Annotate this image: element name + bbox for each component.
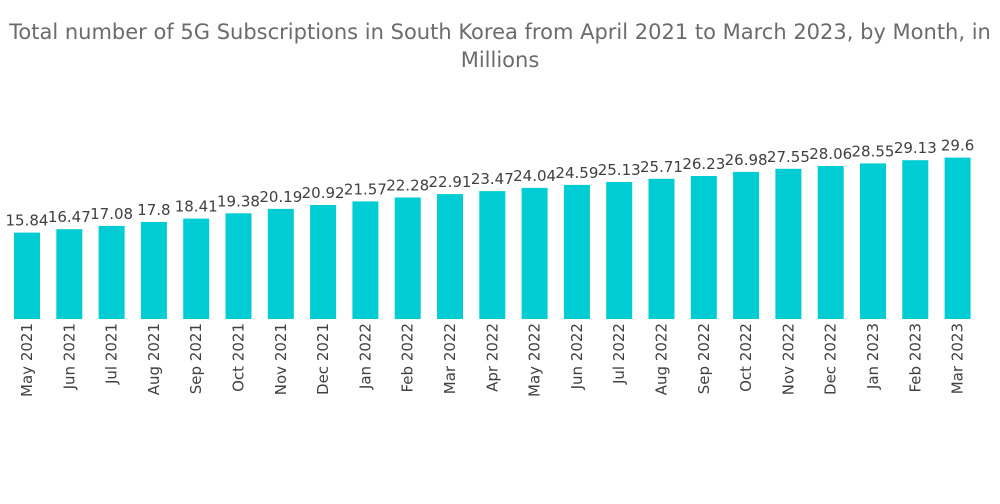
bar-sep-2022 (690, 176, 717, 319)
x-tick-label: Oct 2022 (737, 323, 755, 392)
x-tick-label: Jul 2022 (610, 323, 628, 385)
bar-may-2022 (521, 187, 548, 319)
x-tick-label: Dec 2021 (314, 323, 332, 395)
bar-jan-2023 (860, 163, 886, 319)
bar-nov-2022 (775, 168, 802, 319)
x-tick-label: Feb 2022 (399, 323, 417, 393)
x-tick-label: Mar 2023 (949, 323, 967, 394)
x-tick-label: Sep 2021 (187, 323, 205, 394)
x-tick-label: Nov 2021 (272, 323, 290, 395)
bar-sep-2021 (183, 218, 210, 319)
data-label: 22.91 (429, 173, 472, 191)
data-label: 20.92 (302, 184, 345, 202)
bar-mar-2022 (437, 194, 463, 319)
x-tick-label: Sep 2022 (695, 323, 713, 394)
x-tick-label: Aug 2021 (145, 323, 163, 395)
data-label: 26.98 (725, 151, 768, 169)
chart-title: Total number of 5G Subscriptions in Sout… (9, 20, 991, 72)
x-tick-label: May 2022 (526, 323, 544, 397)
data-label: 18.41 (175, 198, 218, 216)
data-label: 29.6 (941, 137, 974, 155)
data-label: 28.06 (809, 145, 852, 163)
data-label: 28.55 (852, 142, 895, 160)
x-tick-label: Oct 2021 (230, 323, 248, 392)
bar-aug-2021 (140, 222, 167, 319)
bar-aug-2022 (648, 178, 675, 319)
x-tick-label: Mar 2022 (441, 323, 459, 394)
data-label: 29.13 (894, 139, 937, 157)
x-tick-label: Jun 2021 (60, 323, 78, 390)
data-label: 20.19 (259, 188, 302, 206)
x-tick-label: Dec 2022 (822, 323, 840, 395)
data-label: 22.28 (386, 177, 429, 195)
data-label: 16.47 (48, 208, 91, 226)
data-label: 15.84 (6, 212, 49, 230)
bar-jun-2022 (563, 184, 590, 319)
bar-may-2021 (14, 232, 40, 319)
x-tick-label: Jan 2022 (356, 323, 374, 390)
x-tick-label: Feb 2023 (906, 323, 924, 393)
x-tick-labels-layer: May 2021 Jun 2021 Jul 2021 Aug 2021 Sep 2021… (18, 323, 967, 397)
data-label: 24.59 (555, 164, 598, 182)
data-label: 26.23 (682, 155, 725, 173)
bar-oct-2021 (225, 213, 252, 319)
bar-oct-2022 (733, 171, 760, 319)
data-label: 17.8 (137, 201, 170, 219)
x-tick-label: Jul 2021 (103, 323, 121, 385)
data-labels-layer: 15.84 16.47 17.08 17.8 18.41 19.38 20.19 20.92 2… (6, 137, 975, 230)
bar-dec-2022 (817, 166, 844, 319)
bar-mar-2023 (944, 157, 971, 319)
data-label: 19.38 (217, 192, 260, 210)
bars-layer (14, 157, 971, 319)
data-label: 24.04 (513, 167, 556, 185)
bar-jun-2021 (56, 229, 83, 319)
data-label: 17.08 (90, 205, 133, 223)
x-tick-label: Aug 2022 (653, 323, 671, 395)
data-label: 27.55 (767, 148, 810, 166)
x-tick-label: May 2021 (18, 323, 36, 397)
data-label: 25.71 (640, 158, 683, 176)
data-label: 23.47 (471, 170, 514, 188)
x-tick-label: Nov 2022 (779, 323, 797, 395)
x-tick-label: Jan 2023 (864, 323, 882, 390)
bar-feb-2022 (394, 197, 421, 319)
bar-jan-2022 (352, 201, 379, 319)
bar-dec-2021 (310, 205, 337, 319)
x-tick-label: Apr 2022 (483, 323, 501, 392)
data-label: 25.13 (598, 161, 641, 179)
bar-feb-2023 (902, 160, 929, 319)
bar-apr-2022 (479, 191, 506, 319)
bar-nov-2021 (267, 208, 294, 319)
data-label: 21.57 (344, 180, 387, 198)
bar-jul-2022 (606, 182, 633, 319)
bar-jul-2021 (98, 225, 125, 319)
x-tick-label: Jun 2022 (568, 323, 586, 390)
